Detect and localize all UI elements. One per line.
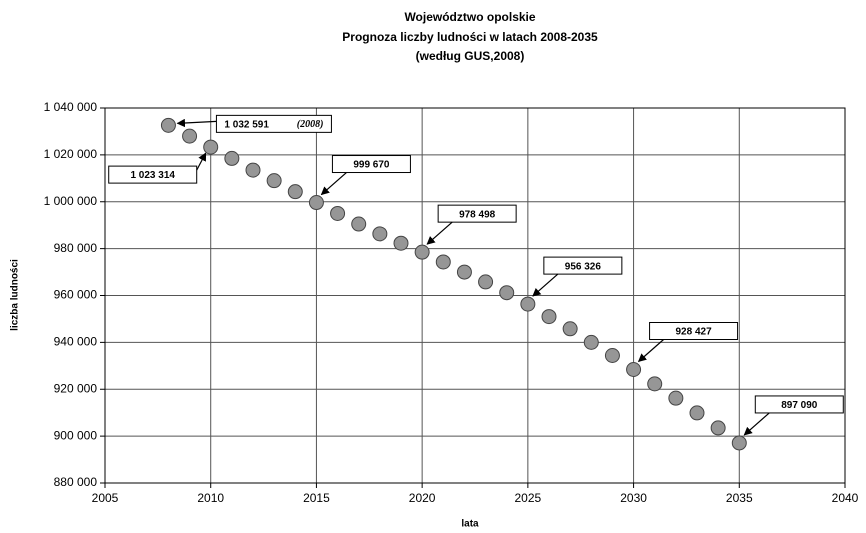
annotation: (2008) [297, 119, 324, 130]
x-tick-label: 2035 [726, 491, 753, 505]
chart-title: Województwo opolskie [404, 10, 535, 24]
annotation-box [754, 395, 844, 414]
point [203, 139, 219, 155]
point [160, 117, 176, 133]
y-axis-label: liczba ludności [10, 259, 21, 331]
annotation-arrow [637, 339, 664, 363]
point [710, 420, 726, 436]
data-label: 999 670 [353, 160, 390, 171]
point [245, 162, 261, 178]
point [224, 150, 240, 166]
point [626, 361, 642, 377]
data-label: 1 032 591 [224, 120, 269, 131]
y-tick-label: 920 000 [54, 381, 98, 395]
data-label: 897 090 [781, 400, 818, 411]
annotation-box [215, 114, 332, 133]
y-tick-label: 940 000 [54, 335, 98, 349]
plot-frame [104, 107, 846, 484]
point [308, 195, 324, 211]
point [668, 390, 684, 406]
point [287, 184, 303, 200]
data-label: 1 023 314 [130, 170, 175, 181]
y-tick-label: 880 000 [54, 475, 98, 489]
y-tick-label: 900 000 [54, 428, 98, 442]
point [583, 334, 599, 350]
point [520, 296, 536, 312]
x-tick-label: 2015 [303, 491, 330, 505]
x-axis-label: lata [461, 519, 479, 530]
point [393, 235, 409, 251]
point [182, 128, 198, 144]
annotation-box [543, 256, 623, 275]
point [372, 226, 388, 242]
annotation-arrow [532, 273, 559, 297]
annotation-arrow [320, 172, 347, 196]
point [499, 285, 515, 301]
y-tick-label: 1 040 000 [44, 100, 98, 114]
data-label: 956 326 [565, 261, 602, 272]
point [604, 348, 620, 363]
point [435, 254, 451, 270]
data-label: 928 427 [675, 327, 712, 338]
x-tick-label: 2020 [409, 491, 436, 505]
point [689, 405, 705, 421]
annotation-box [649, 321, 739, 340]
annotation-box [331, 155, 411, 174]
chart-title: Prognoza liczby ludności w latach 2008-2… [342, 30, 598, 44]
x-tick-label: 2005 [92, 491, 119, 505]
chart-title: (według GUS,2008) [416, 49, 525, 63]
annotation-box [108, 165, 198, 184]
point [541, 309, 557, 325]
annotation-arrow [426, 221, 453, 245]
x-tick-label: 2030 [620, 491, 647, 505]
annotation-arrow [176, 118, 217, 128]
y-tick-label: 960 000 [54, 288, 98, 302]
data-label: 978 498 [459, 209, 496, 220]
point [478, 274, 494, 290]
point [414, 244, 430, 260]
point [330, 205, 346, 221]
annotation-box [437, 204, 517, 223]
annotation-arrow [196, 152, 207, 171]
point [266, 173, 282, 189]
point [456, 264, 472, 280]
y-tick-label: 980 000 [54, 241, 98, 255]
point [647, 376, 663, 392]
x-tick-label: 2040 [832, 491, 859, 505]
annotation-arrow [743, 412, 770, 436]
y-tick-label: 1 020 000 [44, 147, 98, 161]
point [562, 321, 578, 337]
point [351, 216, 367, 232]
x-tick-label: 2010 [197, 491, 224, 505]
y-tick-label: 1 000 000 [44, 194, 98, 208]
x-tick-label: 2025 [515, 491, 542, 505]
point [731, 435, 747, 451]
